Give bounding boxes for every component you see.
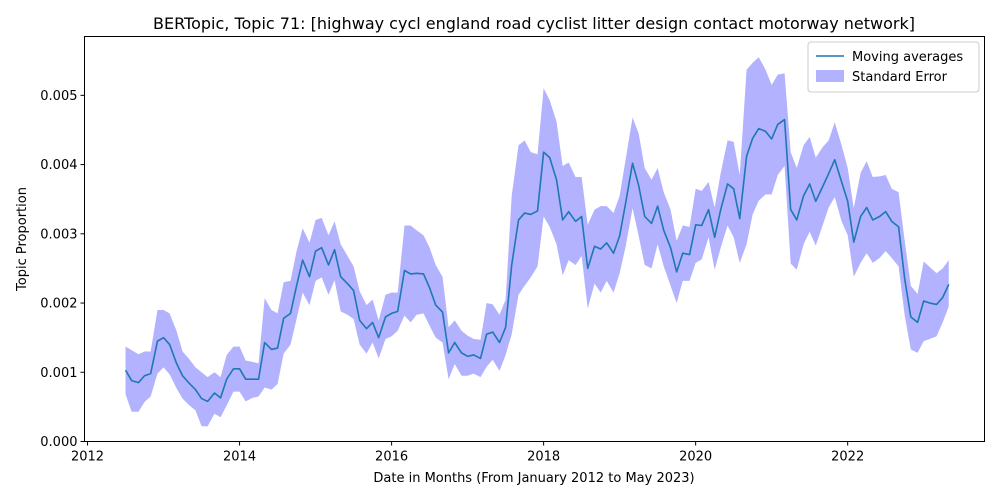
y-tick-label: 0.001 [40,366,77,381]
legend: Moving averages Standard Error [807,41,980,93]
standard-error-band-layer [125,57,949,427]
plot-frame [84,36,985,442]
x-tick-label: 2018 [527,450,560,465]
legend-label-standard-error: Standard Error [852,70,948,85]
y-tick-label: 0.004 [40,158,77,173]
x-tick-label: 2012 [71,450,104,465]
legend-label-moving-averages: Moving averages [852,50,963,65]
y-tick-label: 0.005 [40,89,77,104]
y-tick-label: 0.003 [40,227,77,242]
x-axis-ticks: 2012 2014 2016 2018 2020 2022 [71,441,864,465]
y-axis-label: Topic Proportion [15,187,30,292]
y-tick-label: 0.002 [40,297,77,312]
y-axis-ticks: 0.000 0.001 0.002 0.003 0.004 0.005 [40,89,85,450]
y-tick-label: 0.000 [40,435,77,450]
legend-band-swatch [816,70,844,82]
x-axis-label: Date in Months (From January 2012 to May… [373,471,694,486]
x-tick-label: 2014 [223,450,256,465]
legend-box [807,41,980,93]
x-tick-label: 2022 [831,450,864,465]
moving-average-line-layer [124,118,950,403]
x-tick-label: 2016 [375,450,408,465]
chart-title: BERTopic, Topic 71: [highway cycl englan… [153,14,915,33]
moving-average-line [124,118,950,403]
standard-error-band [125,57,949,427]
x-tick-label: 2020 [679,450,712,465]
